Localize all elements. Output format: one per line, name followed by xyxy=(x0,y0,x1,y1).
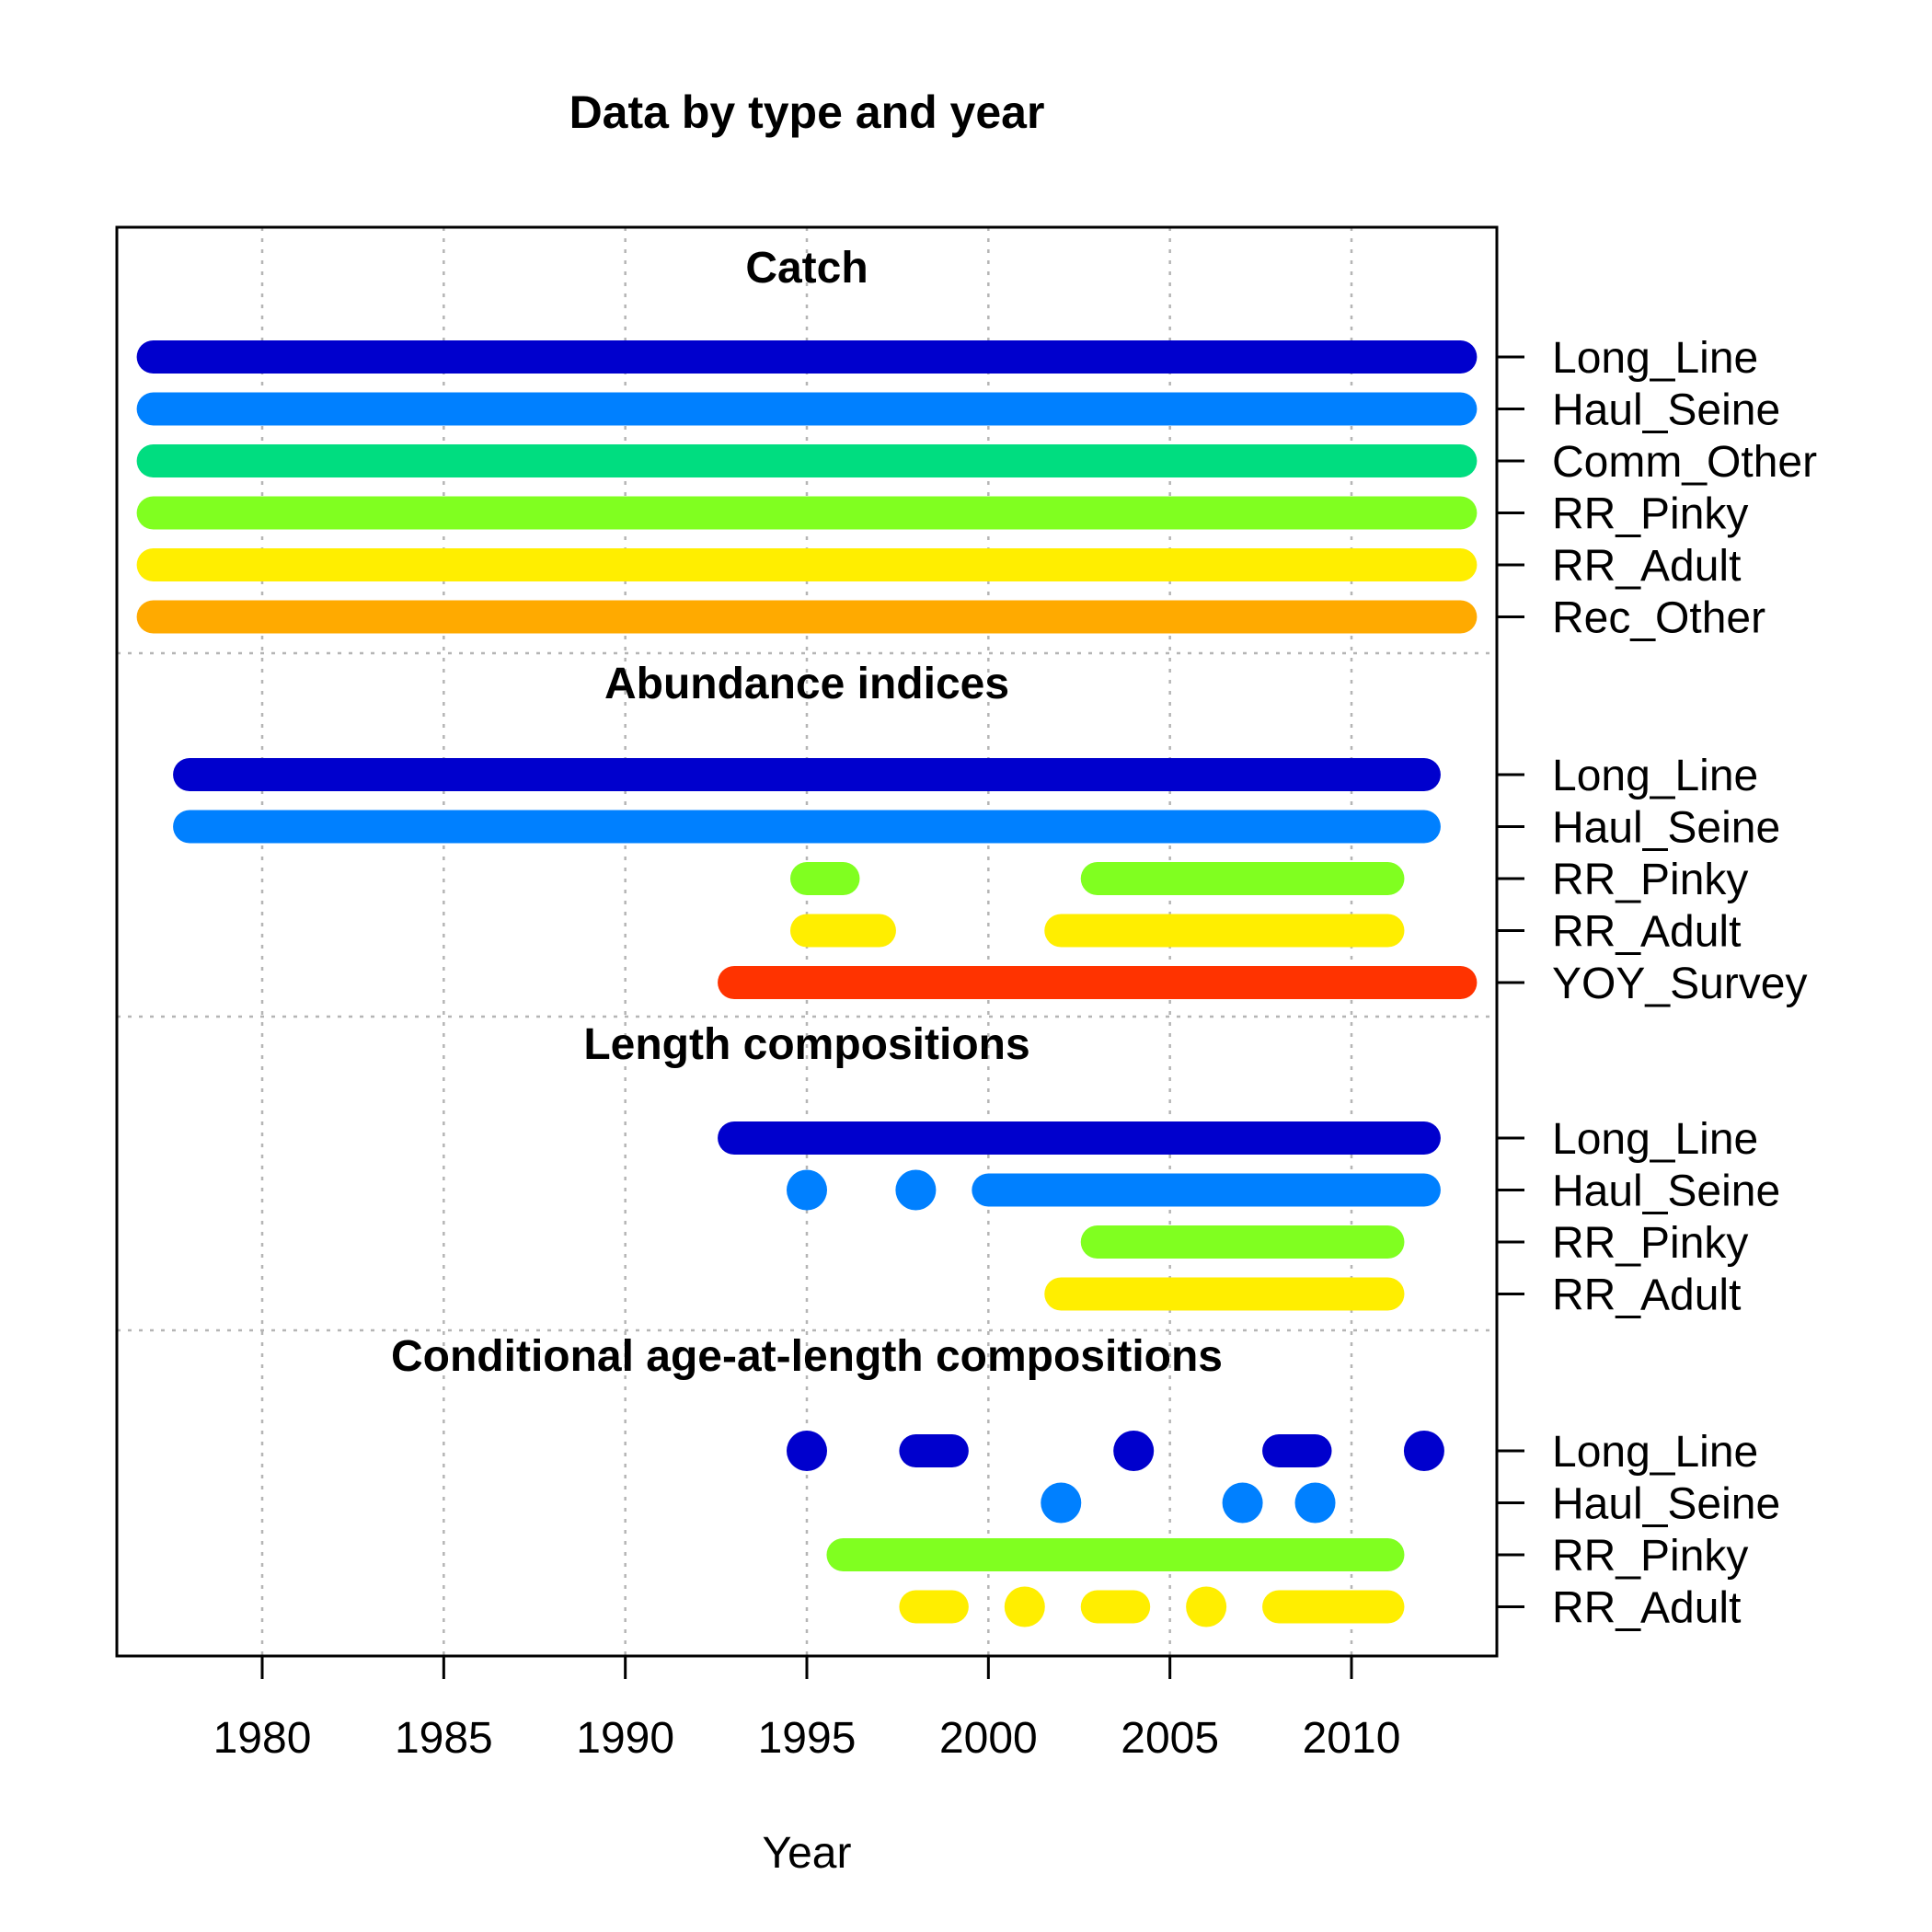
row-label: Comm_Other xyxy=(1552,438,1817,487)
row-label: RR_Pinky xyxy=(1552,1219,1748,1268)
x-tick-label-1985: 1985 xyxy=(395,1714,493,1763)
data-point xyxy=(1041,1482,1082,1524)
data-point xyxy=(1294,1482,1336,1524)
section-title: Abundance indices xyxy=(604,660,1009,708)
x-axis-ticks: 1980 1985 1990 1995 2000 2005 2010 xyxy=(213,1656,1401,1763)
x-axis-label: Year xyxy=(763,1829,852,1878)
row-label: RR_Adult xyxy=(1552,908,1741,957)
row-labels: Long_LineHaul_SeineComm_OtherRR_PinkyRR_… xyxy=(1497,334,1817,1633)
data-point xyxy=(787,1431,827,1471)
row-label: Long_Line xyxy=(1552,334,1758,383)
data-point xyxy=(1403,1431,1444,1471)
data-point xyxy=(787,1169,827,1211)
data-point xyxy=(1186,1586,1227,1627)
plot-frame xyxy=(115,225,1499,1658)
x-tick-label-2005: 2005 xyxy=(1121,1714,1219,1763)
row-label: RR_Pinky xyxy=(1552,490,1748,539)
x-tick-label-2010: 2010 xyxy=(1303,1714,1401,1763)
row-label: Haul_Seine xyxy=(1552,386,1780,435)
section-title: Catch xyxy=(745,244,868,293)
x-tick-label-1980: 1980 xyxy=(213,1714,312,1763)
row-label: Rec_Other xyxy=(1552,594,1765,643)
section-titles: Catch Abundance indices Length composition… xyxy=(391,244,1223,1381)
row-label: Haul_Seine xyxy=(1552,1167,1780,1216)
data-point xyxy=(895,1169,937,1211)
data-segments xyxy=(136,340,1478,1627)
row-label: Haul_Seine xyxy=(1552,804,1780,853)
section-title: Length compositions xyxy=(583,1020,1029,1069)
row-label: Long_Line xyxy=(1552,1115,1758,1164)
data-point xyxy=(1004,1586,1045,1627)
x-tick-label-2000: 2000 xyxy=(939,1714,1038,1763)
x-tick-label-1995: 1995 xyxy=(758,1714,857,1763)
row-label: RR_Adult xyxy=(1552,1271,1741,1320)
row-label: Haul_Seine xyxy=(1552,1480,1780,1529)
section-separators xyxy=(117,651,1497,1332)
section-title: Conditional age-at-length compositions xyxy=(391,1332,1223,1381)
row-label: RR_Adult xyxy=(1552,1584,1741,1633)
row-label: RR_Pinky xyxy=(1552,1532,1748,1581)
row-label: RR_Adult xyxy=(1552,542,1741,591)
row-label: Long_Line xyxy=(1552,752,1758,800)
row-label: RR_Pinky xyxy=(1552,856,1748,904)
chart-title: Data by type and year xyxy=(569,86,1045,138)
x-tick-label-1990: 1990 xyxy=(576,1714,674,1763)
data-point xyxy=(1113,1431,1155,1471)
row-label: Long_Line xyxy=(1552,1428,1758,1477)
row-label: YOY_Survey xyxy=(1552,960,1807,1008)
data-point xyxy=(1222,1482,1263,1524)
